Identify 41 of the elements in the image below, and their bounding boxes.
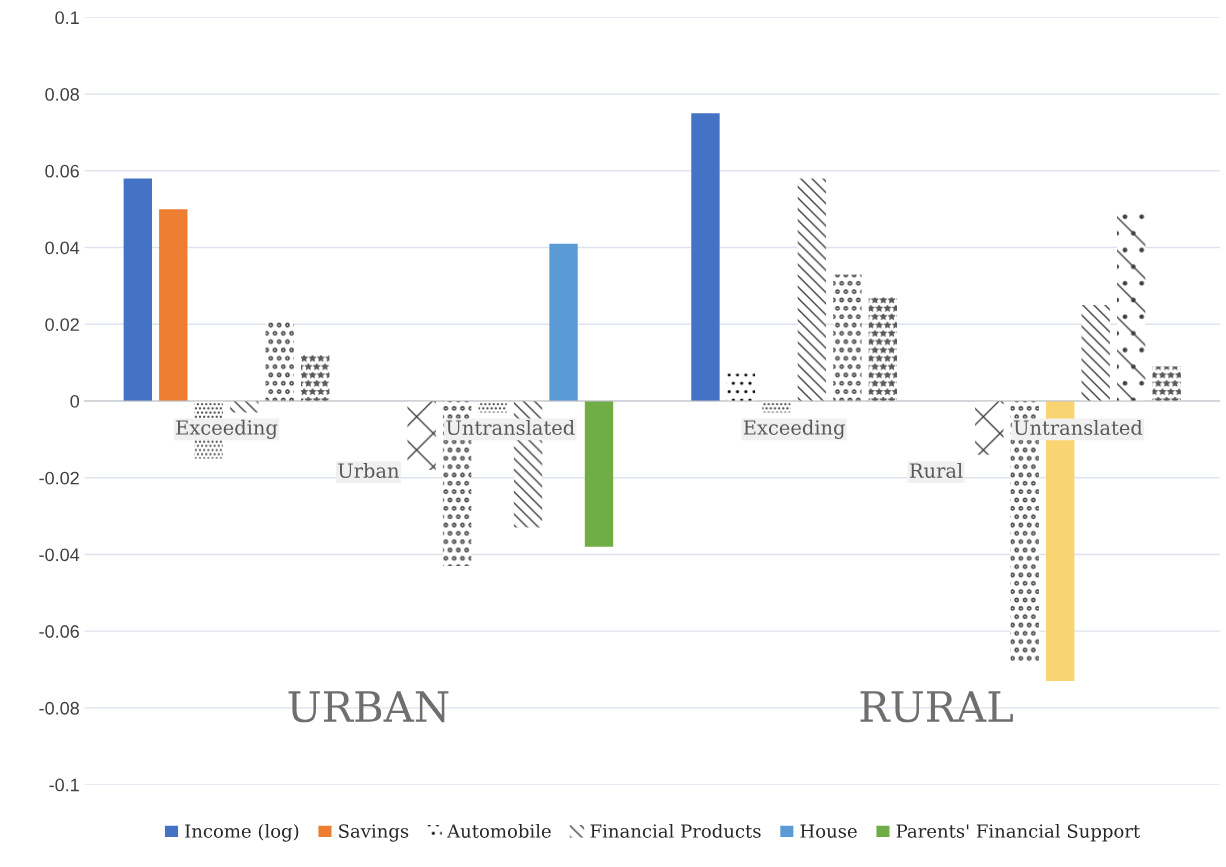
y-tick-label: -0.08	[39, 701, 79, 715]
y-tick-label: 0.02	[45, 318, 79, 331]
y-tick-label: -0.06	[39, 625, 79, 638]
annotation: RURAL	[860, 691, 1013, 723]
y-tick-label: -0.1	[49, 778, 79, 792]
annotation: URBAN	[288, 691, 449, 723]
legend-label: Income (log)	[185, 823, 299, 842]
annotation: Urban	[338, 462, 399, 478]
annotation: Exceeding	[743, 419, 845, 439]
legend-label: Parents' Financial Support	[896, 823, 1141, 842]
y-tick-label: -0.02	[39, 471, 79, 485]
bar	[584, 400, 614, 547]
legend-label: House	[800, 824, 857, 838]
annotation: Rural	[909, 462, 963, 478]
annotation: Untranslated	[446, 419, 575, 436]
y-tick-label: 0.04	[45, 241, 80, 255]
bar	[1081, 305, 1110, 401]
y-tick-label: 0.06	[45, 164, 79, 178]
y-tick-label: 0.08	[45, 88, 79, 101]
bar	[1116, 213, 1146, 401]
bar	[549, 243, 578, 401]
annotation: Untranslated	[1014, 419, 1143, 436]
bar	[833, 274, 862, 401]
bar	[797, 178, 827, 401]
bar	[691, 113, 720, 401]
bar	[407, 400, 436, 471]
legend-label: Automobile	[446, 823, 551, 838]
bar	[159, 209, 188, 401]
annotation: Exceeding	[176, 419, 278, 439]
y-tick-label: 0.1	[55, 11, 79, 25]
legend-label: Savings	[339, 824, 409, 842]
bar	[1152, 366, 1181, 401]
bar	[265, 320, 294, 401]
y-tick-label: 0	[70, 394, 80, 408]
bar	[726, 370, 756, 401]
y-tick-label: -0.04	[39, 548, 80, 562]
legend-label: Financial Products	[590, 823, 761, 838]
bar	[975, 400, 1004, 455]
bar	[301, 354, 330, 401]
bar	[123, 178, 152, 401]
bar	[868, 297, 898, 401]
